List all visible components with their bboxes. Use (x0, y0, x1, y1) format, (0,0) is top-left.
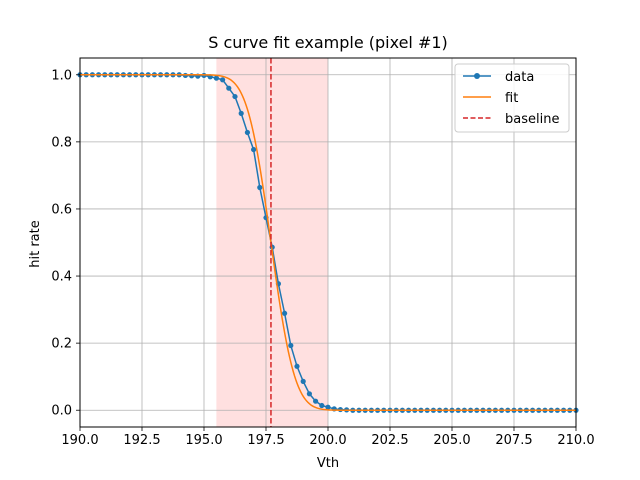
data-point-38 (313, 398, 319, 404)
y-tick-label-0: 0.0 (51, 404, 72, 419)
data-point-24 (226, 85, 232, 91)
highlight-band-layer (216, 58, 328, 427)
series-layer (77, 58, 579, 427)
legend-entry-baseline: baseline (463, 112, 559, 127)
legend: data fit baseline (454, 63, 570, 133)
y-tick-label-2: 0.4 (51, 270, 72, 285)
x-tick-label-2: 195.0 (185, 433, 222, 448)
y-tick-label-5: 1.0 (51, 68, 72, 83)
data-point-23 (220, 77, 226, 83)
y-axis-label: hit rate (28, 220, 43, 268)
highlight-band (216, 58, 328, 427)
legend-box (454, 63, 570, 133)
y-tick-label-4: 0.8 (51, 135, 72, 150)
x-tick-label-3: 197.5 (247, 433, 284, 448)
chart-title: S curve fit example (pixel #1) (208, 33, 448, 52)
legend-baseline-label: baseline (505, 112, 559, 127)
y-tick-label-3: 0.6 (51, 202, 72, 217)
x-tick-label-7: 207.5 (495, 433, 532, 448)
y-tick-label-1: 0.2 (51, 337, 72, 352)
legend-data-label: data (505, 70, 534, 85)
legend-fit-label: fit (505, 91, 518, 106)
data-point-34 (288, 342, 294, 349)
data-point-36 (300, 378, 306, 384)
legend-entry-data: data (463, 70, 534, 85)
y-axis-ticks: 0.0 0.2 0.4 0.6 0.8 1.0 (51, 68, 80, 419)
data-point-33 (282, 310, 288, 316)
data-point-22 (213, 75, 219, 81)
x-tick-label-1: 192.5 (123, 433, 160, 448)
x-tick-label-5: 202.5 (371, 433, 408, 448)
x-tick-label-6: 205.0 (433, 433, 470, 448)
x-tick-label-4: 200.0 (309, 433, 346, 448)
data-point-35 (294, 363, 300, 369)
x-axis-label: Vth (317, 456, 339, 471)
data-point-26 (238, 110, 244, 116)
legend-entry-fit: fit (463, 91, 518, 106)
data-point-37 (306, 391, 312, 397)
legend-data-marker (474, 73, 480, 79)
data-point-40 (325, 404, 331, 410)
data-point-27 (244, 129, 250, 136)
x-axis-ticks: 190.0 192.5 195.0 197.5 200.0 202.5 205.0 207.5… (61, 427, 595, 448)
data-point-39 (319, 402, 325, 409)
data-point-18 (189, 73, 195, 79)
x-tick-label-8: 210.0 (557, 433, 594, 448)
data-point-29 (257, 184, 263, 191)
fit-series-line (80, 74, 576, 411)
data-point-28 (251, 146, 257, 153)
x-tick-label-0: 190.0 (61, 433, 98, 448)
data-point-25 (232, 93, 238, 100)
